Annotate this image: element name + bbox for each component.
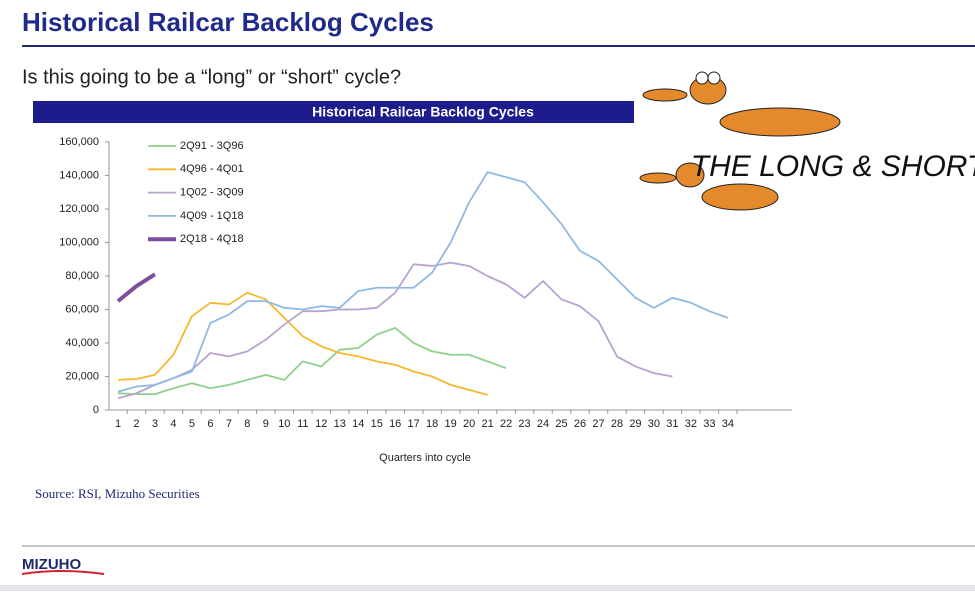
x-tick-label: 29 [629,418,641,430]
y-tick-label: 60,000 [65,303,99,315]
x-tick-label: 22 [500,418,512,430]
x-tick-label: 20 [463,418,475,430]
x-tick-label: 13 [334,418,346,430]
x-tick-label: 23 [518,418,530,430]
x-tick-label: 33 [703,418,715,430]
x-axis-label: Quarters into cycle [379,452,471,464]
x-tick-label: 18 [426,418,438,430]
x-tick-label: 17 [408,418,420,430]
dog-head [675,162,705,188]
series-line [116,272,157,303]
x-tick-label: 15 [371,418,383,430]
y-tick-label: 100,000 [59,236,99,248]
source: Source: RSI, Mizuho Securities [35,486,200,501]
y-tick-label: 40,000 [65,337,99,349]
chart-title: Historical Railcar Backlog Cycles [312,104,534,120]
x-tick-label: 27 [592,418,604,430]
dog-snout [639,172,677,184]
x-tick-label: 3 [152,418,158,430]
slide-title: Historical Railcar Backlog Cycles [22,7,434,37]
x-tick-label: 14 [352,418,364,430]
x-tick-label: 1 [115,418,121,430]
x-tick-label: 10 [278,418,290,430]
y-tick-label: 160,000 [59,136,99,148]
x-tick-label: 31 [666,418,678,430]
x-tick-label: 9 [263,418,269,430]
cartoon-caption: THE LONG & SHORT [691,150,975,183]
x-tick-label: 32 [685,418,697,430]
x-tick-label: 26 [574,418,586,430]
y-tick-label: 80,000 [65,270,99,282]
legend-label: 2Q18 - 4Q18 [180,233,244,245]
x-tick-label: 12 [315,418,327,430]
chart-banner [33,101,634,123]
y-tick-label: 20,000 [65,370,99,382]
legend-label: 1Q02 - 3Q09 [180,187,244,199]
dog-eye [695,71,709,85]
y-tick-label: 140,000 [59,169,99,181]
x-tick-label: 16 [389,418,401,430]
x-tick-label: 8 [244,418,250,430]
x-tick-label: 4 [170,418,176,430]
x-tick-label: 7 [226,418,232,430]
bottom-band [0,585,975,591]
x-tick-label: 6 [207,418,213,430]
series-line [117,291,488,396]
dog-eye [707,71,721,85]
legend-label: 2Q91 - 3Q96 [180,140,244,152]
x-tick-label: 21 [481,418,493,430]
series-line [117,171,729,393]
legend-label: 4Q96 - 4Q01 [180,163,244,175]
x-tick-label: 28 [611,418,623,430]
logo: MIZUHO [22,556,81,573]
legend-label: 4Q09 - 1Q18 [180,210,244,222]
x-tick-label: 30 [648,418,660,430]
dog-body [719,107,841,137]
x-tick-label: 19 [445,418,457,430]
dog-body [701,183,779,211]
series-line [117,327,507,395]
dog-snout [642,88,688,102]
series-line [117,261,673,400]
cartoon: THE LONG & SHORT [638,68,975,233]
x-tick-label: 5 [189,418,195,430]
x-tick-label: 34 [722,418,734,430]
x-tick-label: 11 [297,418,308,430]
x-tick-label: 24 [537,418,549,430]
y-tick-label: 0 [93,404,99,416]
x-tick-label: 2 [133,418,139,430]
subtitle: Is this going to be a “long” or “short” … [22,66,401,88]
x-tick-label: 25 [555,418,567,430]
y-tick-label: 120,000 [59,203,99,215]
logo-swoosh [21,570,105,575]
